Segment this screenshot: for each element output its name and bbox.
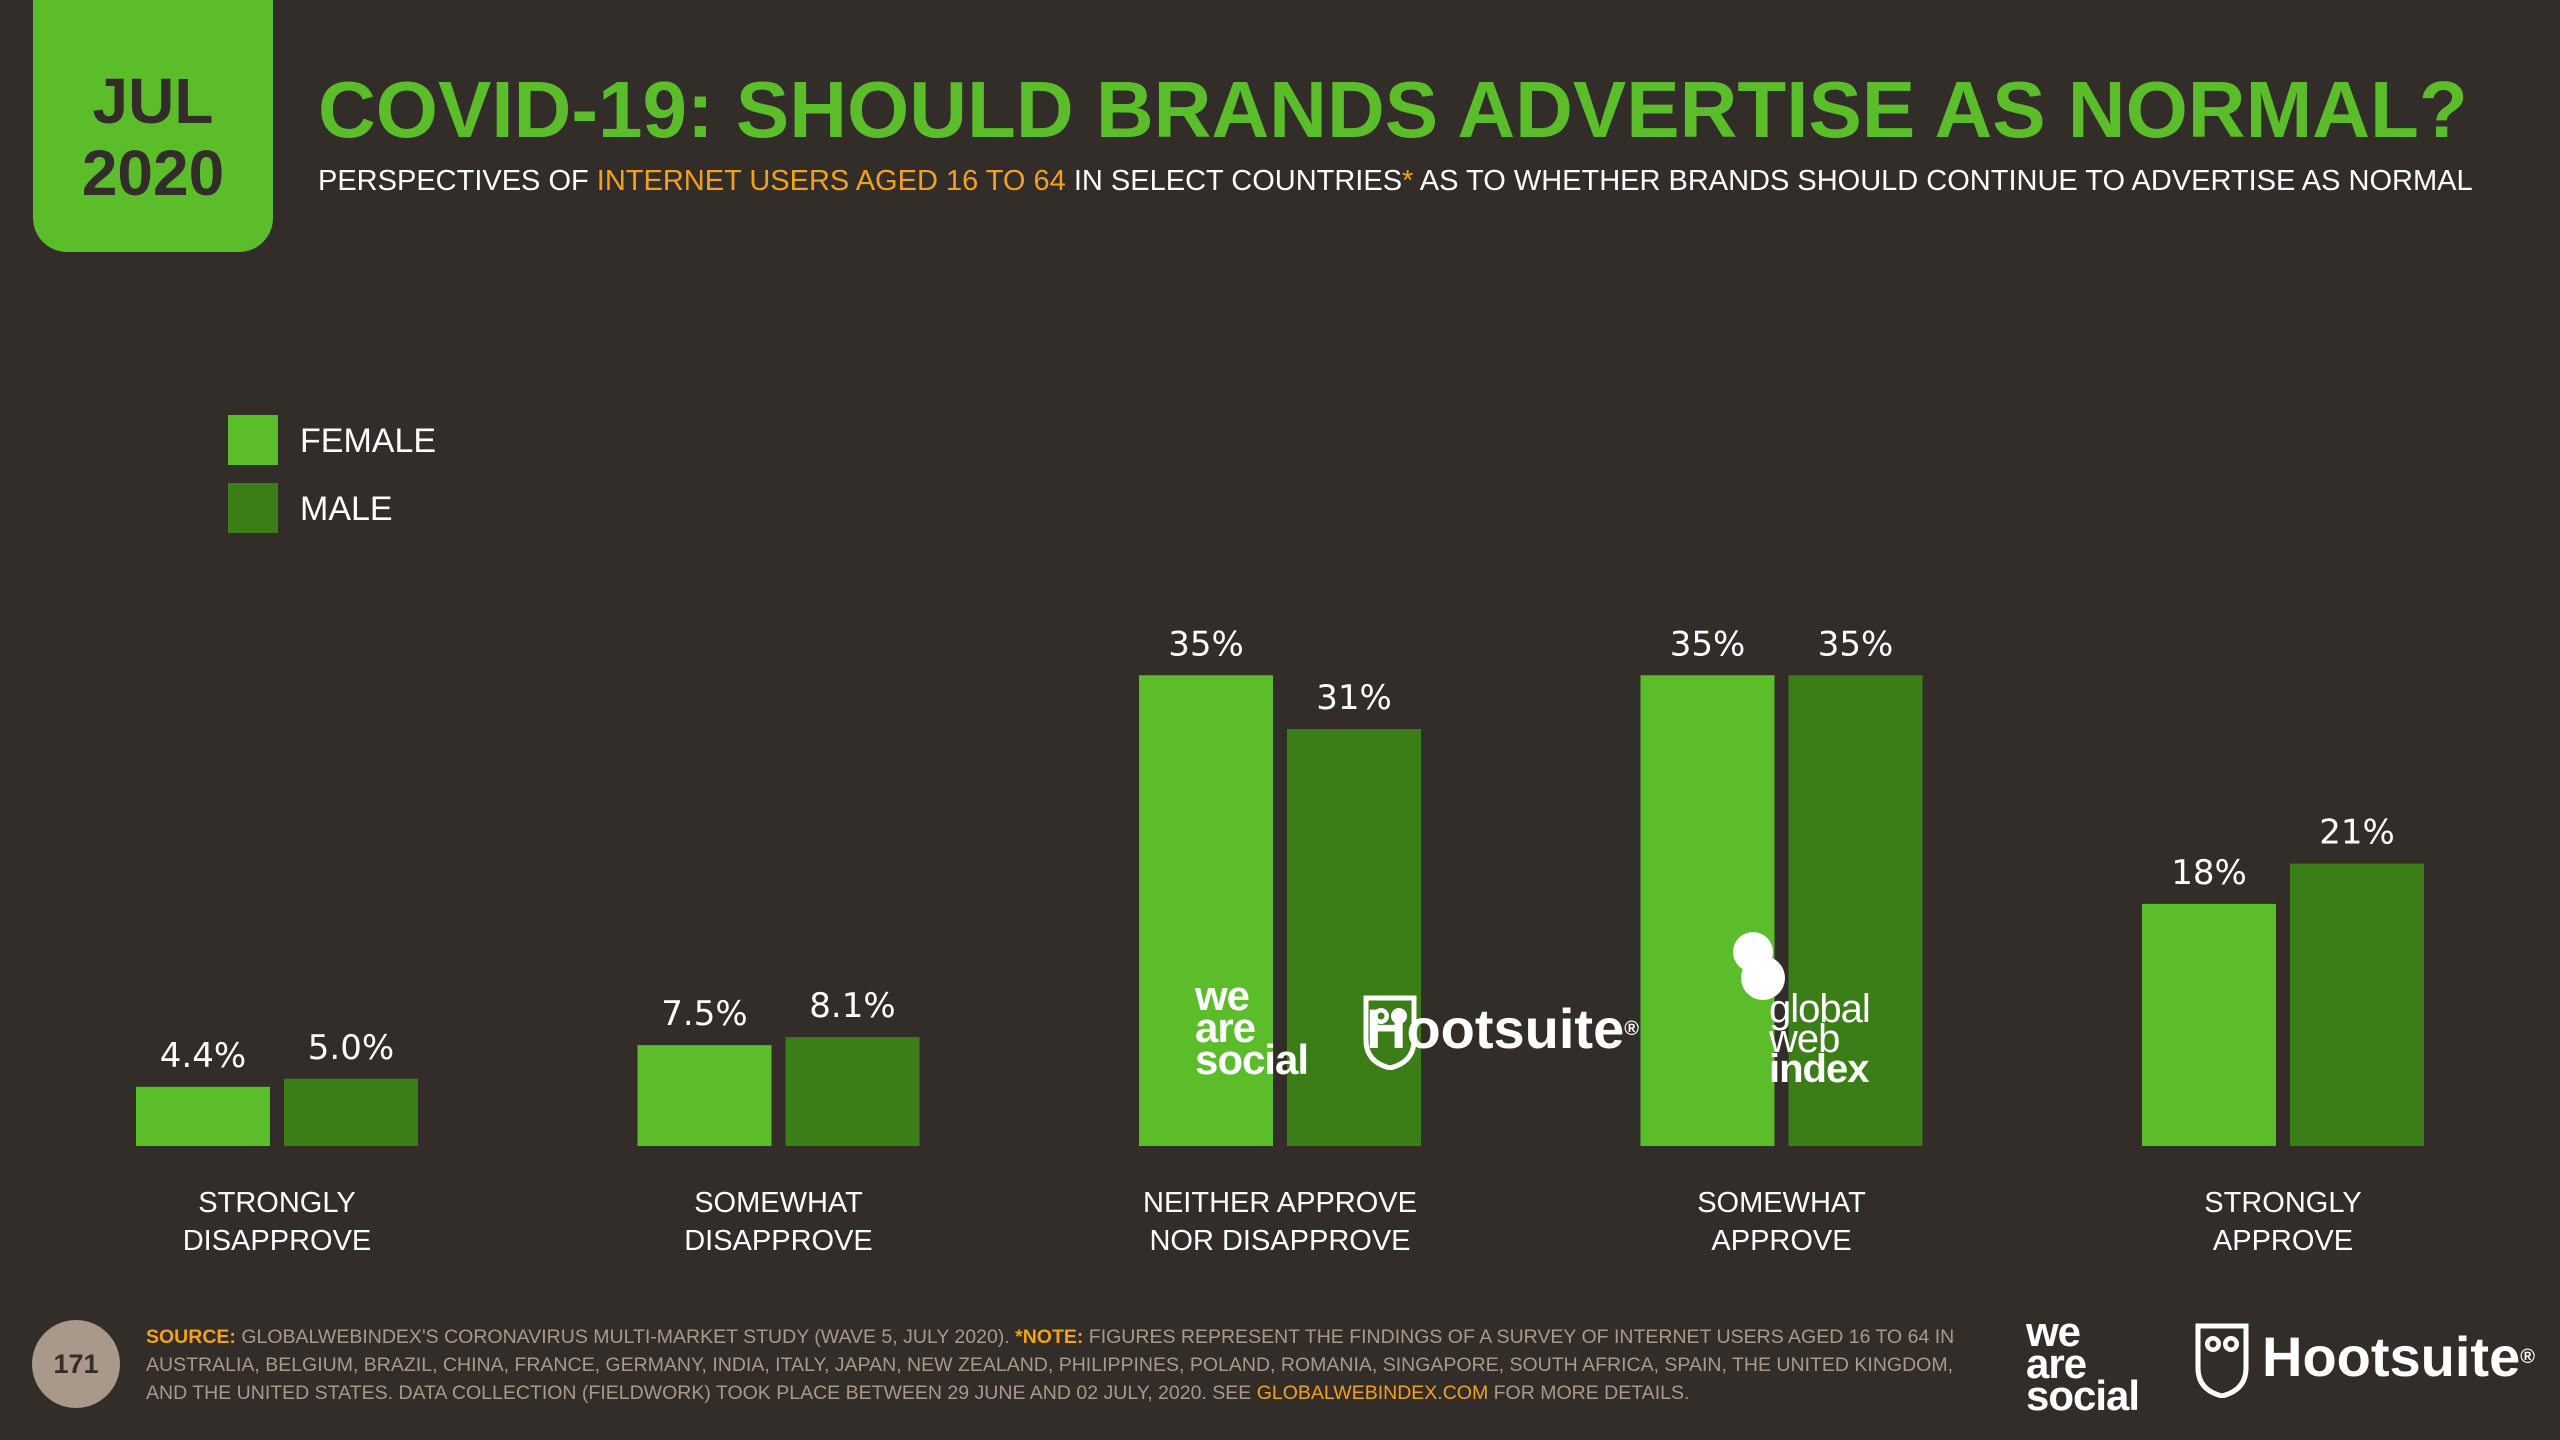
category-label-3: APPROVE — [1711, 1225, 1851, 1257]
bar-male-4 — [2290, 863, 2424, 1146]
category-label-3: SOMEWHAT — [1697, 1187, 1866, 1219]
category-label-2: NOR DISAPPROVE — [1149, 1225, 1410, 1257]
footer-source-note: SOURCE: GLOBALWEBINDEX'S CORONAVIRUS MUL… — [146, 1323, 1976, 1407]
subtitle-highlight: INTERNET USERS AGED 16 TO 64 — [596, 165, 1066, 197]
data-label-male-0: 5.0% — [308, 1028, 394, 1068]
legend-swatch-male — [228, 483, 278, 533]
globalwebindex-logo: global web index — [1725, 930, 1885, 1095]
we-are-social-logo-center: we are social — [1195, 972, 1335, 1083]
category-label-0: DISAPPROVE — [183, 1225, 372, 1257]
category-label-1: SOMEWHAT — [694, 1187, 863, 1219]
subtitle-star: * — [1402, 165, 1414, 197]
page-subtitle: PERSPECTIVES OF INTERNET USERS AGED 16 T… — [318, 163, 2473, 199]
badge-month: JUL — [92, 65, 214, 137]
data-label-male-2: 31% — [1316, 678, 1392, 718]
date-badge: JUL 2020 — [33, 0, 273, 252]
data-label-female-1: 7.5% — [661, 994, 747, 1034]
note-text: FIGURES REPRESENT THE FINDINGS OF A SURV… — [146, 1326, 1955, 1404]
registered-mark: ® — [1624, 1018, 1639, 1040]
hootsuite-logo-footer: Hootsuite® — [2262, 1322, 2535, 1392]
logo-word: are — [2026, 1340, 2087, 1387]
badge-year: 2020 — [81, 137, 225, 209]
hootsuite-logo-center: Hootsuite® — [1366, 994, 1639, 1064]
data-label-male-1: 8.1% — [809, 986, 895, 1026]
data-label-female-3: 35% — [1670, 624, 1746, 664]
note-label: *NOTE: — [1015, 1326, 1084, 1348]
source-link[interactable]: GLOBALWEBINDEX.COM — [1256, 1382, 1489, 1404]
logo-word: we — [2026, 1308, 2081, 1355]
category-label-2: NEITHER APPROVE — [1143, 1187, 1417, 1219]
legend-label-male: MALE — [300, 490, 393, 528]
subtitle-post: AS TO WHETHER BRANDS SHOULD CONTINUE TO … — [1413, 165, 2473, 197]
logo-word: are — [1195, 1004, 1256, 1051]
bar-female-0 — [136, 1086, 270, 1146]
logo-word: social — [1195, 1036, 1309, 1083]
category-label-4: STRONGLY — [2204, 1187, 2361, 1219]
bar-male-3 — [1788, 675, 1923, 1146]
bar-chart: 4.4% 5.0% STRONGLY DISAPPROVE 7.5% 8.1% SOMEWH… — [136, 624, 2424, 1257]
data-label-female-0: 4.4% — [160, 1036, 246, 1076]
bar-female-2 — [1139, 675, 1273, 1146]
data-label-male-3: 35% — [1818, 624, 1894, 664]
gwi-word: web — [1769, 1017, 1840, 1061]
source-text: GLOBALWEBINDEX'S CORONAVIRUS MULTI-MARKE… — [235, 1326, 1016, 1348]
gwi-word: index — [1769, 1047, 1869, 1091]
bar-male-1 — [785, 1037, 920, 1146]
bar-male-2 — [1287, 729, 1421, 1146]
logo-word: social — [2026, 1372, 2140, 1419]
bar-female-3 — [1640, 675, 1775, 1146]
page-number: 171 — [32, 1320, 120, 1408]
category-label-0: STRONGLY — [198, 1187, 355, 1219]
gwi-dots-icon — [1733, 932, 1785, 1000]
subtitle-pre: PERSPECTIVES OF — [318, 165, 597, 197]
bar-female-4 — [2142, 903, 2276, 1146]
subtitle-mid: IN SELECT COUNTRIES — [1065, 165, 1403, 197]
hootsuite-owl-icon-footer — [2195, 1323, 2249, 1398]
legend-item-male: MALE — [228, 483, 628, 533]
we-are-social-logo-footer: we are social — [2026, 1308, 2166, 1419]
legend-item-female: FEMALE — [228, 415, 628, 465]
hootsuite-owl-icon — [1363, 995, 1417, 1070]
data-label-female-2: 35% — [1168, 624, 1244, 664]
legend-label-female: FEMALE — [300, 422, 437, 460]
hootsuite-wordmark: Hootsuite — [1366, 997, 1625, 1060]
logo-word: we — [1195, 972, 1250, 1019]
category-label-4: APPROVE — [2213, 1225, 2353, 1257]
legend-swatch-female — [228, 415, 278, 465]
gwi-word: global — [1769, 987, 1871, 1031]
page-title: COVID-19: SHOULD BRANDS ADVERTISE AS NOR… — [318, 65, 2468, 154]
category-label-1: DISAPPROVE — [684, 1225, 873, 1257]
hootsuite-wordmark: Hootsuite — [2262, 1325, 2521, 1388]
bar-female-1 — [637, 1045, 772, 1146]
source-label: SOURCE: — [146, 1326, 236, 1348]
footer-end-text: FOR MORE DETAILS. — [1488, 1382, 1690, 1404]
data-label-male-4: 21% — [2319, 813, 2395, 853]
bar-male-0 — [284, 1078, 418, 1146]
registered-mark: ® — [2520, 1346, 2535, 1368]
data-label-female-4: 18% — [2171, 853, 2247, 893]
